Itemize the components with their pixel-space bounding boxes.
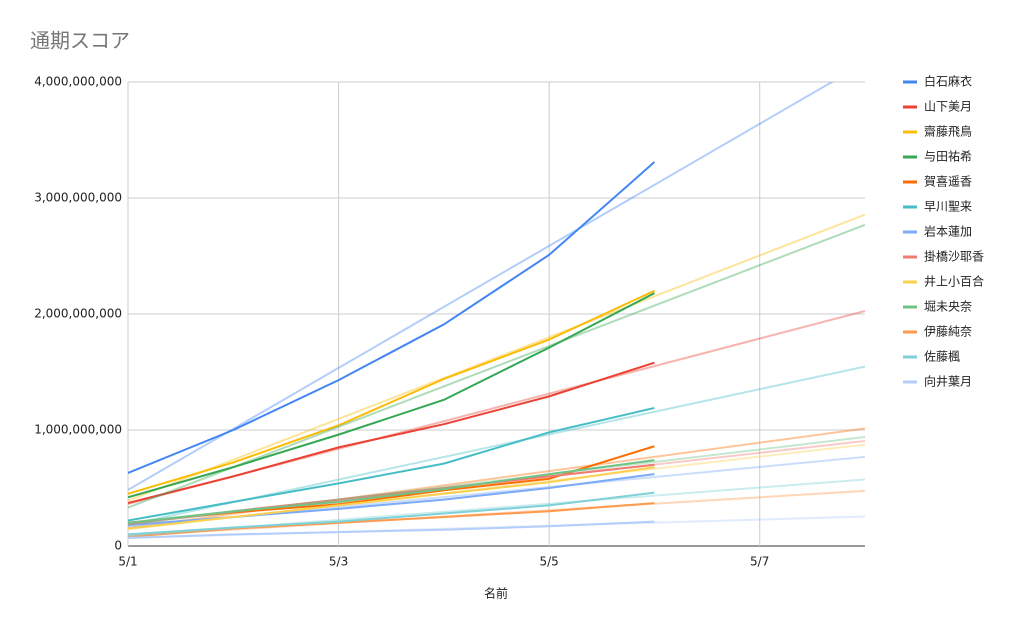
legend-label: 山下美月 [924,100,972,114]
y-tick-label: 2,000,000,000 [34,307,122,321]
series-line [128,520,655,539]
x-tick-label: 5/7 [750,555,769,569]
series-line [128,406,655,522]
series-line [128,361,655,505]
legend-label: 白石麻衣 [924,74,972,89]
y-tick-label: 3,000,000,000 [34,191,122,205]
y-tick-label: 0 [114,539,122,553]
trendline [128,213,865,502]
series-line [128,491,655,536]
legend-label: 岩本蓮加 [924,224,972,239]
legend-label: 井上小百合 [924,274,984,289]
chart-title: 通期スコア [30,29,130,53]
legend-label: 早川聖来 [924,200,972,214]
x-axis-label: 名前 [484,586,508,601]
x-tick-label: 5/3 [329,555,348,569]
trendline [128,223,865,509]
legend-label: 向井葉月 [924,374,972,389]
series-line [128,289,655,495]
series-line [128,161,656,474]
series-line [128,502,655,538]
series-line [128,466,655,530]
series-line [128,292,655,499]
trendline [128,82,834,491]
legend-label: 堀未央奈 [924,299,972,314]
x-tick-label: 5/1 [118,555,137,569]
y-tick-label: 1,000,000,000 [34,423,122,437]
legend-label: 与田祐希 [924,149,972,164]
legend-label: 伊藤純奈 [924,325,972,339]
x-tick-label: 5/5 [539,555,558,569]
legend-label: 掛橋沙耶香 [924,249,984,264]
series-line [128,459,655,524]
legend-label: 佐藤楓 [924,349,960,364]
plot-area [128,82,865,540]
y-tick-label: 4,000,000,000 [34,75,122,89]
legend-label: 賀喜遥香 [924,175,972,189]
legend-label: 齋藤飛鳥 [924,124,972,139]
